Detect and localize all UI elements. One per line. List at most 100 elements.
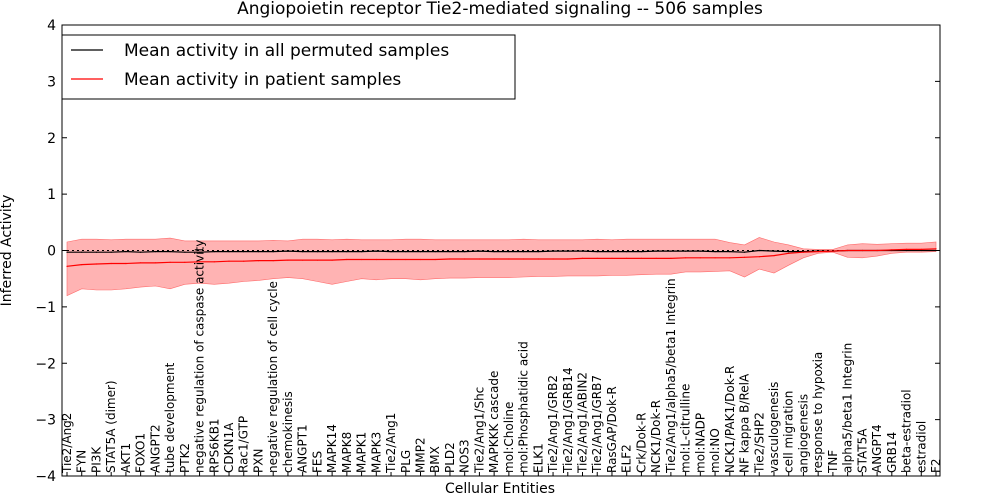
x-tick-label: PTK2: [178, 443, 192, 473]
data-point: [699, 250, 701, 252]
legend-label-permuted: Mean activity in all permuted samples: [124, 41, 449, 61]
data-point: [125, 251, 127, 253]
data-point: [346, 251, 348, 253]
x-tick-label: ANGPT4: [870, 424, 884, 473]
data-point: [419, 251, 422, 253]
data-point: [788, 252, 790, 254]
data-point: [140, 251, 142, 253]
data-point: [567, 250, 569, 252]
data-point: [375, 258, 377, 261]
x-tick-label: MAPKKK cascade: [487, 371, 501, 473]
data-point: [110, 262, 112, 265]
data-point: [66, 265, 68, 267]
x-tick-label: PLD2: [443, 442, 457, 473]
data-point: [449, 258, 451, 260]
data-point: [537, 251, 539, 253]
series-line-permuted: [67, 249, 936, 253]
x-tick-label: mol:NO: [708, 428, 722, 473]
x-tick-label: angiogenesis: [796, 394, 810, 473]
y-tick-label: −4: [35, 469, 56, 485]
x-axis: Tie2/Ang2 FYN PI3K STAT5A (dimer) AKT1 FOXO1 A…: [60, 240, 943, 476]
chart-title: Angiopoietin receptor Tie2-mediated sign…: [237, 0, 763, 19]
x-tick-label: Tie2/Ang1/alpha5/beta1 Integrin: [664, 278, 678, 474]
data-point: [523, 258, 525, 260]
x-tick-label: beta-estradiol: [900, 389, 914, 473]
data-point: [508, 251, 510, 253]
data-point: [464, 251, 466, 253]
x-tick-label: GRB14: [885, 432, 899, 473]
x-axis-title: Cellular Entities: [445, 481, 555, 497]
y-tick-label: 4: [47, 18, 56, 34]
data-point: [581, 257, 584, 259]
x-tick-label: PI3K: [90, 446, 104, 473]
x-tick-label: vasculogenesis: [767, 382, 781, 473]
data-point: [626, 251, 628, 253]
data-point: [449, 251, 451, 253]
x-tick-label: Tie2/Ang1/GRB14: [561, 367, 575, 474]
x-tick-label: NOS3: [458, 439, 472, 473]
data-point: [493, 258, 495, 260]
data-point: [434, 258, 436, 261]
data-point: [184, 251, 186, 253]
x-tick-label: PXN: [252, 449, 266, 473]
data-point: [316, 251, 318, 253]
x-tick-label: TNF: [826, 450, 840, 474]
data-point: [552, 258, 554, 260]
y-tick-label: −2: [35, 356, 56, 372]
data-point: [405, 258, 407, 261]
x-tick-label: STAT5A: [855, 428, 869, 473]
data-point: [316, 259, 318, 261]
x-tick-label: Tie2/Ang1/GRB7: [590, 375, 604, 474]
data-point: [228, 260, 230, 262]
data-point: [493, 251, 495, 253]
data-point: [154, 262, 156, 264]
data-point: [655, 257, 657, 259]
data-point: [596, 257, 598, 259]
data-point: [670, 257, 672, 259]
data-point: [66, 251, 68, 253]
data-point: [729, 257, 731, 259]
x-tick-label: tube development: [163, 362, 177, 473]
data-point: [891, 249, 893, 251]
data-point: [920, 248, 922, 250]
x-tick-label: Tie2/Ang2: [60, 413, 74, 474]
data-point: [95, 251, 98, 253]
data-point: [272, 260, 274, 262]
data-point: [596, 251, 598, 253]
x-tick-label: Tie2/Ang1/GRB2: [546, 375, 560, 474]
data-point: [685, 257, 687, 259]
data-point: [243, 251, 245, 253]
data-point: [331, 259, 333, 261]
y-tick-label: 3: [47, 74, 56, 90]
data-point: [802, 251, 805, 253]
data-point: [714, 257, 716, 259]
data-point: [758, 249, 760, 252]
x-tick-label: NCK1/PAK1/Dok-R: [723, 366, 737, 473]
data-point: [390, 258, 392, 261]
x-tick-label: ANGPT2: [148, 424, 162, 473]
plot-area: [62, 237, 940, 297]
data-point: [523, 251, 525, 253]
x-tick-label: negative regulation of caspase activity: [193, 240, 207, 473]
data-point: [331, 251, 333, 253]
data-point: [184, 261, 186, 263]
data-point: [140, 262, 142, 264]
legend: Mean activity in all permuted samples Me…: [61, 34, 516, 100]
data-point: [478, 250, 480, 252]
y-tick-label: 1: [47, 187, 56, 203]
data-point: [257, 251, 260, 253]
x-tick-label: FOXO1: [134, 433, 148, 473]
data-point: [478, 258, 480, 260]
x-tick-label: ANGPT1: [296, 424, 310, 473]
x-tick-label: MMP2: [414, 437, 428, 473]
data-point: [773, 250, 775, 252]
data-point: [243, 260, 245, 262]
x-tick-label: FYN: [75, 450, 89, 473]
data-point: [861, 249, 864, 252]
data-point: [788, 251, 790, 253]
data-point: [361, 258, 363, 261]
data-point: [125, 262, 127, 265]
data-point: [199, 251, 201, 253]
series-line-patient: [66, 248, 937, 267]
data-point: [611, 257, 613, 259]
